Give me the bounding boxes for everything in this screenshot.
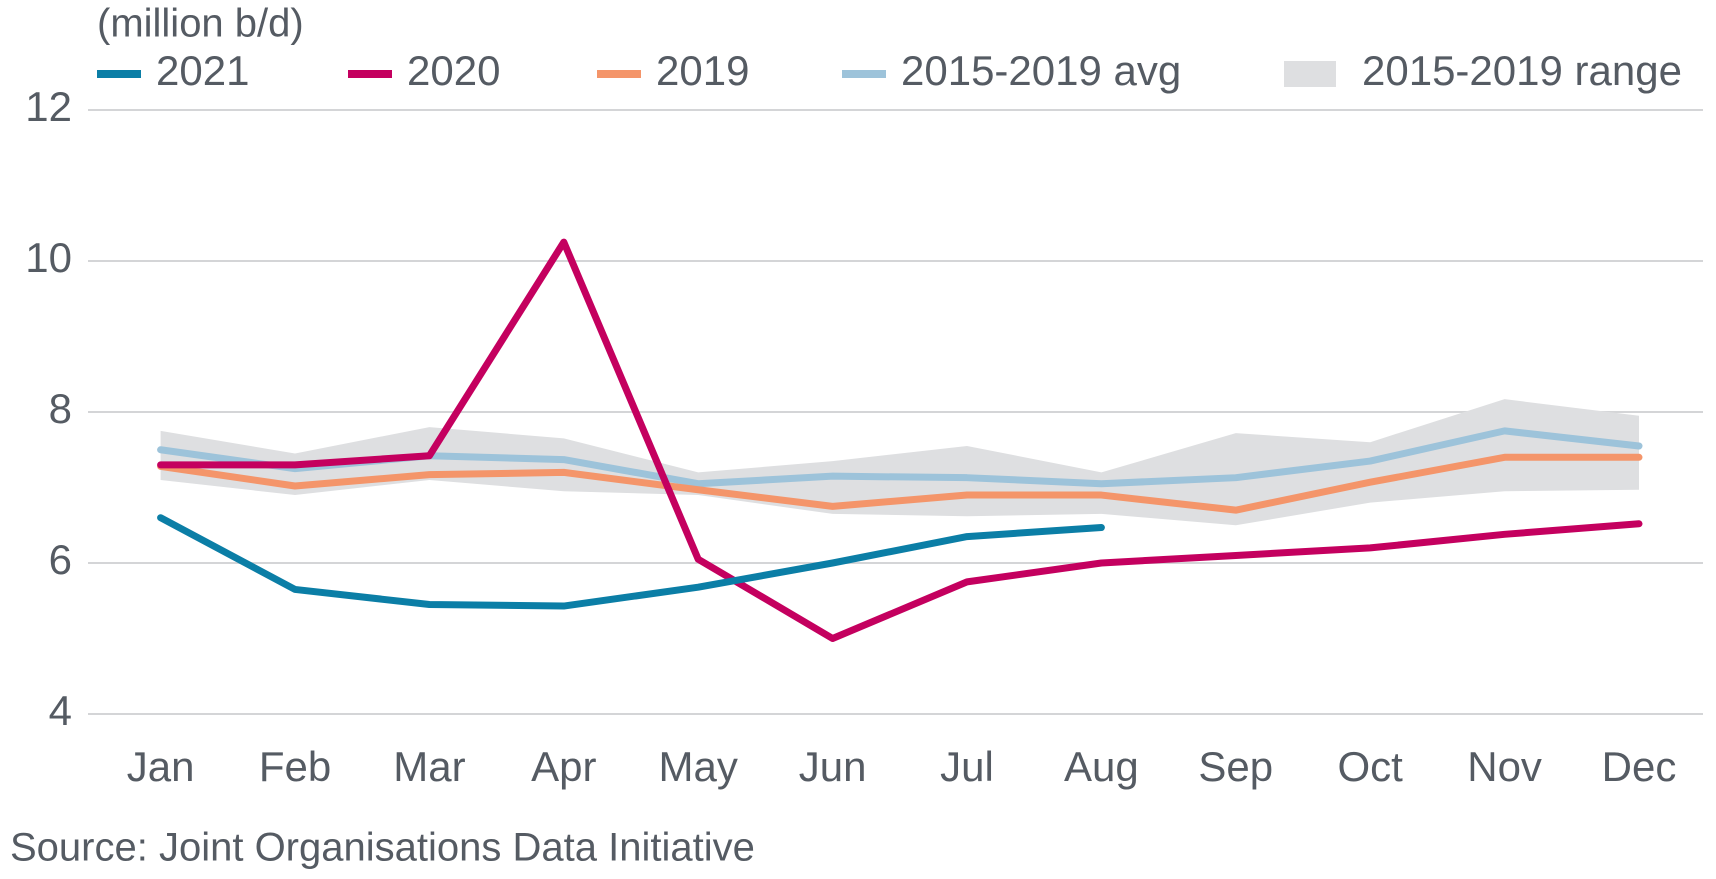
x-tick-label: Mar xyxy=(393,743,465,790)
source-note: Source: Joint Organisations Data Initiat… xyxy=(10,826,755,870)
x-tick-label: Nov xyxy=(1467,743,1542,790)
legend-label: 2019 xyxy=(656,47,749,94)
x-tick-label: Dec xyxy=(1602,743,1677,790)
range-band xyxy=(160,399,1640,526)
legend-label: 2021 xyxy=(156,47,249,94)
x-tick-label: Feb xyxy=(259,743,331,790)
x-tick-label: Sep xyxy=(1198,743,1273,790)
x-tick-label: Jul xyxy=(940,743,994,790)
series-line xyxy=(157,238,1643,642)
legend-label: 2015-2019 range xyxy=(1362,47,1682,94)
x-tick-label: May xyxy=(659,743,738,790)
series-line xyxy=(157,453,1643,514)
y-tick-label: 8 xyxy=(49,385,72,432)
y-tick-label: 4 xyxy=(49,687,72,734)
y-axis-label: (million b/d) xyxy=(97,2,304,46)
series-line xyxy=(157,514,1105,610)
x-tick-label: Oct xyxy=(1338,743,1404,790)
y-tick-label: 6 xyxy=(49,536,72,583)
x-tick-label: Jan xyxy=(127,743,195,790)
x-tick-label: Apr xyxy=(531,743,596,790)
legend-label: 2015-2019 avg xyxy=(901,47,1181,94)
y-tick-label: 12 xyxy=(25,83,72,130)
x-tick-label: Aug xyxy=(1064,743,1139,790)
x-tick-label: Jun xyxy=(799,743,867,790)
legend-label: 2020 xyxy=(407,47,500,94)
legend-swatch xyxy=(1284,61,1336,87)
y-tick-label: 10 xyxy=(25,234,72,281)
